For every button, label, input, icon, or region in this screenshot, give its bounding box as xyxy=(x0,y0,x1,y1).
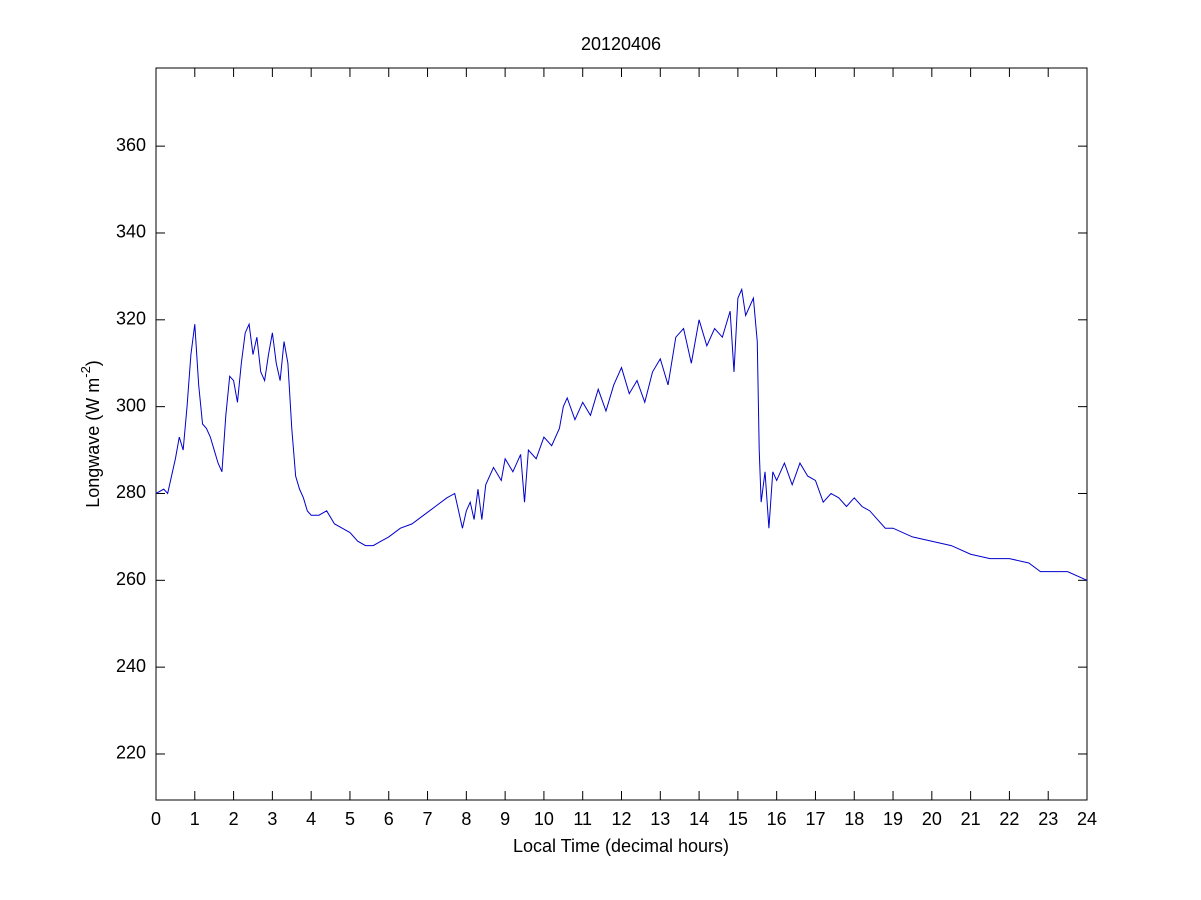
x-tick-label: 7 xyxy=(423,809,433,829)
x-tick-label: 22 xyxy=(999,809,1019,829)
y-tick-label: 340 xyxy=(116,222,146,242)
x-tick-label: 21 xyxy=(961,809,981,829)
y-axis-label-text: Longwave (W m xyxy=(83,378,103,508)
x-tick-label: 19 xyxy=(883,809,903,829)
x-tick-label: 10 xyxy=(534,809,554,829)
x-tick-label: 11 xyxy=(573,809,592,829)
x-tick-label: 17 xyxy=(805,809,825,829)
x-tick-label: 1 xyxy=(190,809,200,829)
y-tick-label: 220 xyxy=(116,743,146,763)
y-tick-label: 360 xyxy=(116,135,146,155)
data-line xyxy=(155,287,1088,581)
x-tick-label: 5 xyxy=(345,809,355,829)
y-tick-label: 320 xyxy=(116,309,146,329)
x-tick-label: 6 xyxy=(384,809,394,829)
y-tick-label: 240 xyxy=(116,656,146,676)
x-axis-label: Local Time (decimal hours) xyxy=(513,836,729,856)
x-tick-label: 24 xyxy=(1077,809,1097,829)
x-tick-label: 20 xyxy=(922,809,942,829)
x-tick-label: 3 xyxy=(267,809,277,829)
x-tick-label: 15 xyxy=(728,809,748,829)
x-tick-label: 16 xyxy=(767,809,787,829)
y-tick-label: 300 xyxy=(116,395,146,415)
x-tick-label: 14 xyxy=(689,809,709,829)
chart-title: 20120406 xyxy=(581,34,661,54)
x-tick-label: 8 xyxy=(461,809,471,829)
x-tick-label: 0 xyxy=(151,809,161,829)
x-tick-label: 2 xyxy=(229,809,239,829)
x-tick-label: 9 xyxy=(500,809,510,829)
y-tick-label: 280 xyxy=(116,482,146,502)
x-tick-label: 4 xyxy=(306,809,316,829)
x-tick-label: 18 xyxy=(844,809,864,829)
y-axis-label-end: ) xyxy=(83,360,103,366)
x-tick-label: 23 xyxy=(1038,809,1058,829)
y-axis-label: Longwave (W m-2) xyxy=(78,360,102,508)
x-tick-label: 13 xyxy=(650,809,670,829)
x-tick-label: 12 xyxy=(611,809,631,829)
y-axis-label-sup: -2 xyxy=(78,366,93,378)
y-tick-label: 260 xyxy=(116,569,146,589)
